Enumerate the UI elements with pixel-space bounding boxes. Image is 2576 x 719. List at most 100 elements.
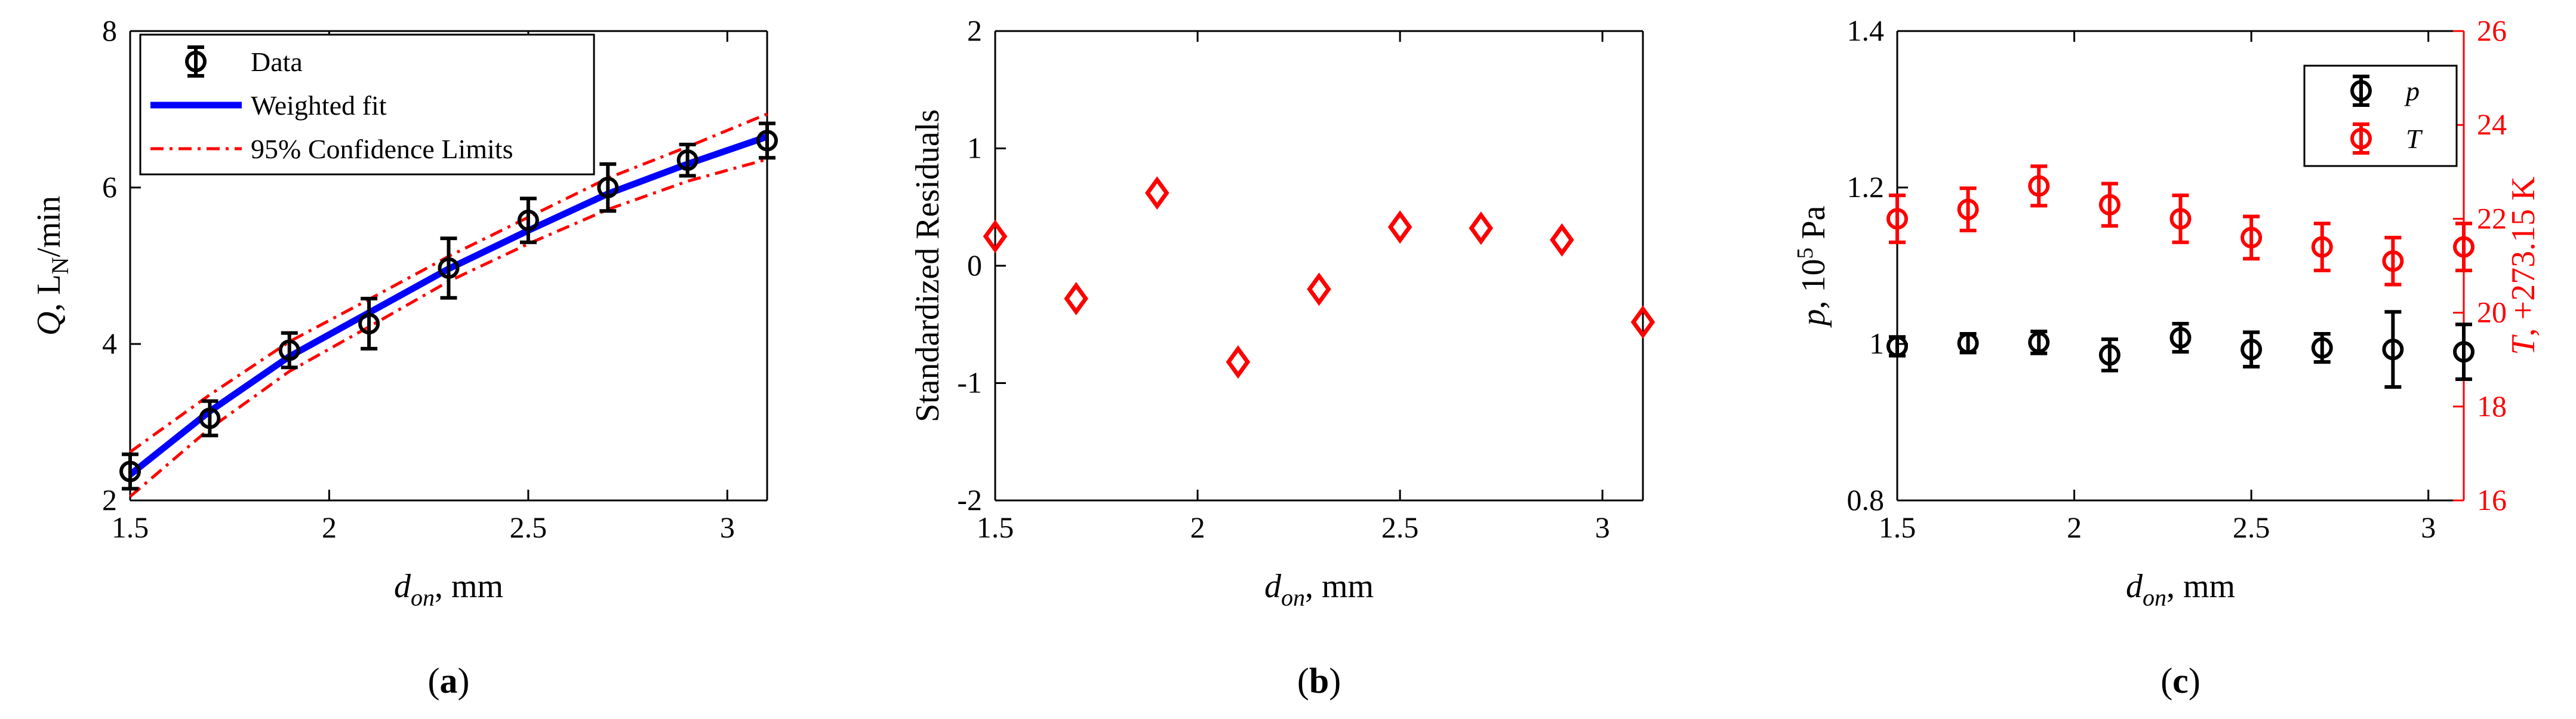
c-temperature-error-bar: [1889, 193, 1906, 244]
c-right-y-tick-label: 26: [2477, 14, 2507, 47]
c-temperature-point: [2169, 208, 2192, 230]
c-temperature-point: [2311, 236, 2333, 258]
a-data-point: [517, 210, 539, 232]
c-legend: pT: [2303, 64, 2458, 167]
c-right-y-tick-label: 20: [2477, 296, 2507, 329]
c-temperature-error-bar: [2243, 214, 2260, 261]
a-panel-label: (a): [428, 661, 470, 700]
c-x-tick-label: 2.5: [2233, 511, 2270, 544]
a-data-error-bar: [759, 121, 775, 160]
a-data-point: [756, 130, 778, 152]
c-legend-box: [2303, 64, 2458, 167]
c-legend-marker: [2350, 128, 2372, 149]
b-residual-point: [1226, 345, 1251, 379]
c-pressure-point: [2028, 331, 2050, 354]
panel-b-standardized-residuals-chart: 1.5 2 2.5 3 -2 -1 0 1 2 Standardized Residuals don…: [909, 14, 1655, 700]
c-pressure-point: [2169, 327, 2192, 349]
c-right-y-tick-label: 24: [2477, 107, 2507, 141]
a-x-tick-label: 2.5: [510, 511, 547, 544]
a-data-point: [119, 460, 141, 483]
c-x-tick-label: 3: [2421, 511, 2436, 544]
c-right-y-axis-title: T, +273.15 K: [2505, 176, 2542, 355]
a-x-tick-label: 1.5: [112, 511, 149, 544]
a-data-point: [597, 177, 619, 198]
c-x-tick-label: 1.5: [1879, 511, 1916, 544]
c-pressure-error-bar: [2243, 330, 2260, 368]
a-data-error-bar: [122, 452, 139, 491]
c-temperature-error-bar: [2172, 193, 2189, 244]
b-residual-point: [1469, 211, 1494, 245]
a-data-error-bar: [519, 196, 537, 244]
c-y-tick-label: 1.4: [1847, 14, 1885, 47]
a-data-point: [676, 149, 698, 171]
c-temperature-error-bar: [2030, 164, 2048, 208]
c-temperature-error-bar: [2455, 222, 2472, 272]
a-y-tick-label: 6: [102, 170, 117, 204]
a-x-axis-title: don, mm: [394, 568, 503, 611]
a-data-error-bar: [599, 162, 617, 213]
a-legend-label: 95% Confidence Limits: [251, 134, 513, 164]
a-data-point: [438, 257, 460, 279]
a-data-point: [358, 312, 380, 334]
b-y-axis-title: Standardized Residuals: [909, 109, 946, 422]
c-pressure-error-bar: [2455, 322, 2472, 381]
c-legend-label: p: [2404, 76, 2420, 106]
c-y-tick-label: 1: [1869, 327, 1884, 360]
c-temperature-error-bar: [2101, 182, 2118, 228]
a-data-error-bar: [440, 236, 457, 300]
c-legend-marker: [2350, 80, 2372, 102]
b-residual-point: [983, 219, 1008, 253]
a-legend-label: Weighted fit: [251, 90, 387, 121]
c-temperature-point: [2098, 193, 2120, 216]
c-y-tick-label: 1.2: [1847, 170, 1885, 204]
b-x-tick-label: 2.5: [1381, 511, 1419, 544]
c-right-y-tick-label: 18: [2477, 389, 2507, 423]
c-pressure-error-bar: [2101, 337, 2118, 373]
b-y-tick-label: -1: [957, 366, 982, 400]
a-legend: Data Weighted fit 95% Confidence Limits: [139, 33, 595, 176]
c-pressure-point: [2382, 339, 2404, 361]
b-residual-point: [1144, 176, 1169, 210]
a-data-error-bar: [361, 297, 378, 351]
a-confidence-lower-line: [129, 158, 768, 498]
c-pressure-point: [2098, 344, 2120, 366]
c-y-axis-title: p, 105 Pa: [1793, 205, 1832, 328]
b-x-tick-label: 1.5: [977, 511, 1014, 544]
a-data-error-bar: [201, 399, 218, 438]
c-temperature-point: [2382, 250, 2404, 272]
a-y-tick-label: 2: [102, 483, 117, 517]
c-pressure-point: [2453, 341, 2475, 363]
c-y-tick-label: 0.8: [1847, 483, 1885, 517]
b-residual-point: [1064, 282, 1088, 315]
b-residual-point: [1307, 272, 1331, 306]
c-temperature-error-bar: [2313, 222, 2331, 272]
c-temperature-point: [2028, 175, 2050, 197]
c-pressure-point: [1886, 335, 1908, 357]
c-x-tick-label: 2: [2067, 511, 2082, 544]
c-temperature-point: [2453, 236, 2475, 258]
b-panel-label: (b): [1297, 661, 1341, 700]
panel-c-pressure-temperature-chart: 1.5 2 2.5 3 0.8 1 1.2 1.4 16 18 20 22 24 26 p, 105 Pa T…: [1793, 14, 2542, 700]
a-data-point: [199, 407, 221, 429]
c-temperature-point: [2240, 226, 2263, 248]
a-y-tick-label: 4: [102, 327, 117, 360]
c-pressure-point: [2311, 337, 2333, 359]
a-y-axis-title: Q, LN/min: [30, 196, 73, 336]
a-data-point: [278, 339, 300, 361]
b-residual-point: [1387, 210, 1412, 244]
a-x-tick-label: 2: [322, 511, 337, 544]
b-y-tick-label: -2: [957, 483, 982, 517]
b-y-tick-label: 0: [967, 248, 982, 282]
c-panel-label: (c): [2160, 661, 2200, 700]
c-pressure-point: [1957, 332, 1979, 354]
b-residual-point: [1550, 223, 1574, 257]
c-pressure-error-bar: [2384, 310, 2402, 389]
c-temperature-point: [1886, 208, 1908, 230]
b-y-tick-label: 1: [967, 131, 982, 165]
a-legend-label: Data: [251, 47, 303, 77]
b-y-tick-label: 2: [967, 14, 982, 47]
c-legend-label: T: [2406, 124, 2423, 154]
b-x-tick-label: 2: [1190, 511, 1205, 544]
